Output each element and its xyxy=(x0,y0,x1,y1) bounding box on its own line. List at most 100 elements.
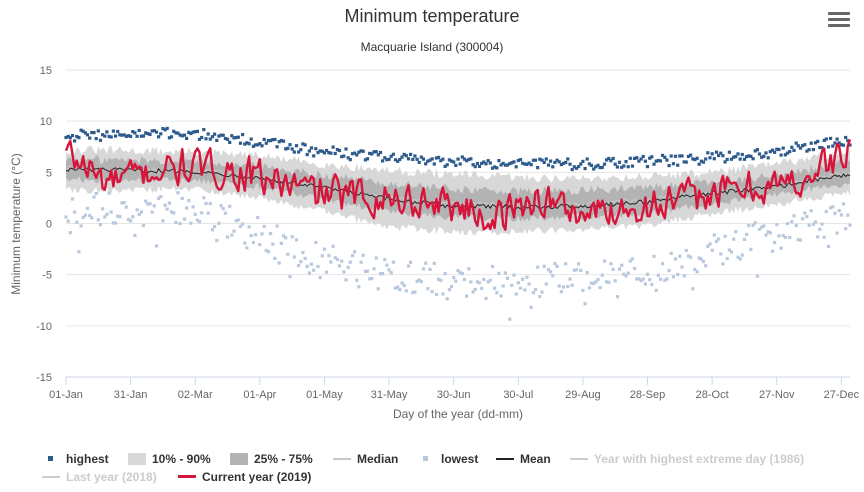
highest-point xyxy=(564,160,568,165)
y-tick-label: 5 xyxy=(46,167,52,179)
lowest-point xyxy=(437,277,441,281)
lowest-point xyxy=(434,292,439,297)
highest-point xyxy=(370,152,374,156)
highest-point xyxy=(301,142,305,146)
highest-point xyxy=(139,134,143,138)
highest-point xyxy=(551,165,555,169)
highest-point xyxy=(768,150,772,154)
highest-point xyxy=(249,137,253,141)
lowest-point xyxy=(503,271,507,275)
lowest-point xyxy=(790,220,794,224)
highest-point xyxy=(701,160,706,164)
legend-item-8[interactable]: Current year (2019) xyxy=(178,470,311,484)
lowest-point xyxy=(445,297,449,301)
lowest-point xyxy=(695,270,699,274)
lowest-point xyxy=(533,288,538,292)
highest-point xyxy=(682,160,686,164)
highest-point xyxy=(699,159,703,163)
lowest-point xyxy=(596,278,600,282)
legend-item-3[interactable]: Median xyxy=(333,452,398,466)
lowest-point xyxy=(686,254,691,258)
highest-point xyxy=(792,148,796,152)
legend-item-1[interactable]: 10% - 90% xyxy=(128,452,211,466)
lowest-point xyxy=(553,261,557,266)
highest-point xyxy=(848,143,852,147)
highest-point xyxy=(801,144,805,148)
lowest-point xyxy=(514,292,518,296)
highest-point xyxy=(357,150,361,154)
highest-point xyxy=(680,154,684,158)
lowest-point xyxy=(693,267,697,271)
lowest-point xyxy=(841,202,846,206)
lowest-point xyxy=(766,230,770,234)
highest-point xyxy=(161,127,165,131)
highest-point xyxy=(596,163,600,167)
lowest-point xyxy=(172,211,176,215)
lowest-point xyxy=(656,273,660,277)
lowest-point xyxy=(581,288,585,292)
hamburger-menu-icon[interactable] xyxy=(828,12,850,30)
highest-point xyxy=(281,139,286,143)
highest-point xyxy=(645,165,650,169)
highest-point xyxy=(187,130,191,134)
lowest-point xyxy=(337,264,342,268)
highest-point xyxy=(92,131,96,135)
highest-point xyxy=(594,165,598,169)
lowest-point xyxy=(129,219,133,223)
highest-point xyxy=(202,128,206,132)
highest-point xyxy=(605,158,609,162)
highest-point xyxy=(714,150,719,154)
legend-item-2[interactable]: 25% - 75% xyxy=(230,452,313,466)
lowest-point xyxy=(111,221,115,225)
lowest-point xyxy=(764,233,768,237)
highest-point xyxy=(284,147,288,151)
highest-point xyxy=(129,134,133,138)
highest-point xyxy=(652,162,656,166)
lowest-point xyxy=(152,204,156,208)
lowest-point xyxy=(174,220,178,225)
highest-point xyxy=(223,136,227,141)
lowest-point xyxy=(94,191,98,196)
highest-point xyxy=(794,141,798,145)
lowest-point xyxy=(193,212,197,216)
highest-point xyxy=(234,135,238,140)
lowest-point xyxy=(626,271,630,275)
highest-point xyxy=(531,158,535,162)
highest-point xyxy=(85,133,90,137)
lowest-point xyxy=(260,232,264,236)
lowest-point xyxy=(605,280,609,284)
lowest-point xyxy=(189,221,193,225)
lowest-point xyxy=(811,222,815,226)
highest-point xyxy=(721,154,725,158)
highest-point xyxy=(398,157,402,162)
highest-point xyxy=(333,151,337,156)
lowest-point xyxy=(529,305,533,309)
highest-point xyxy=(96,129,100,133)
highest-point xyxy=(327,151,331,155)
x-tick-label: 27-Nov xyxy=(759,389,795,401)
highest-point xyxy=(383,156,387,160)
highest-point xyxy=(266,139,271,143)
legend-item-5[interactable]: Mean xyxy=(496,452,551,466)
x-tick-label: 30-Jul xyxy=(503,389,533,401)
lowest-point xyxy=(699,257,703,261)
lowest-point xyxy=(587,286,591,290)
highest-point xyxy=(473,165,477,169)
legend-item-4[interactable]: lowest xyxy=(417,452,478,466)
lowest-point xyxy=(788,235,792,240)
x-tick-label: 29-Aug xyxy=(565,389,600,401)
lowest-point xyxy=(290,235,294,239)
legend-item-7[interactable]: Last year (2018) xyxy=(42,470,157,484)
highest-point xyxy=(447,158,451,162)
highest-point xyxy=(583,167,587,171)
lowest-point xyxy=(113,221,118,225)
lowest-point xyxy=(288,275,292,279)
lowest-point xyxy=(344,278,348,282)
legend-item-6[interactable]: Year with highest extreme day (1986) xyxy=(570,452,804,466)
lowest-point xyxy=(247,225,251,229)
legend-item-0[interactable]: highest xyxy=(42,452,109,466)
lowest-point xyxy=(805,215,809,219)
highest-point xyxy=(228,140,232,144)
lowest-point xyxy=(473,287,477,291)
